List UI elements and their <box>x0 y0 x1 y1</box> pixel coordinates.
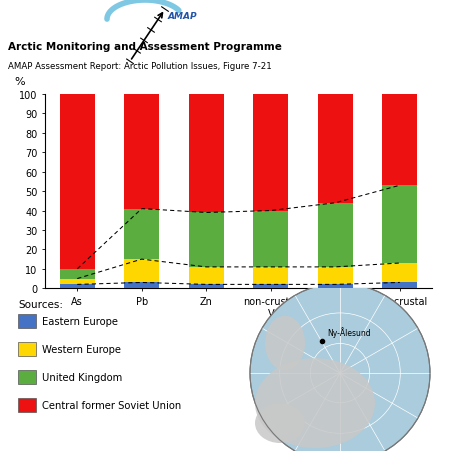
Text: AMAP Assessment Report: Arctic Pollution Issues, Figure 7-21: AMAP Assessment Report: Arctic Pollution… <box>8 62 272 71</box>
Ellipse shape <box>255 403 305 443</box>
Bar <box>18 314 36 328</box>
Bar <box>189 95 224 213</box>
Bar <box>382 263 418 283</box>
Bar <box>124 283 159 289</box>
Bar <box>18 370 36 384</box>
Ellipse shape <box>250 284 430 451</box>
Text: %: % <box>14 77 25 87</box>
Text: Eastern Europe: Eastern Europe <box>42 317 118 327</box>
Bar <box>18 342 36 356</box>
Bar <box>382 186 418 263</box>
Bar <box>189 285 224 289</box>
Bar <box>253 285 288 289</box>
Bar <box>124 95 159 209</box>
Text: AMAP: AMAP <box>168 12 198 21</box>
Bar <box>253 95 288 211</box>
Bar <box>189 213 224 267</box>
Bar <box>59 279 95 285</box>
Bar <box>124 209 159 260</box>
Bar <box>59 269 95 279</box>
Text: United Kingdom: United Kingdom <box>42 373 122 382</box>
Bar <box>18 398 36 412</box>
Bar <box>318 267 353 285</box>
Bar <box>318 203 353 267</box>
Ellipse shape <box>255 359 375 448</box>
Bar <box>59 95 95 269</box>
Bar <box>318 285 353 289</box>
Bar <box>318 95 353 203</box>
Bar <box>382 283 418 289</box>
Bar <box>59 285 95 289</box>
Text: Arctic Monitoring and Assessment Programme: Arctic Monitoring and Assessment Program… <box>8 42 282 52</box>
Bar <box>382 95 418 186</box>
Text: Western Europe: Western Europe <box>42 345 121 354</box>
Bar <box>189 267 224 285</box>
Bar <box>253 267 288 285</box>
Ellipse shape <box>265 316 305 371</box>
Text: Sources:: Sources: <box>18 299 63 309</box>
Text: Central former Soviet Union: Central former Soviet Union <box>42 400 181 410</box>
Bar <box>124 259 159 283</box>
Bar <box>253 211 288 267</box>
Text: Ny-Ålesund: Ny-Ålesund <box>327 327 371 337</box>
